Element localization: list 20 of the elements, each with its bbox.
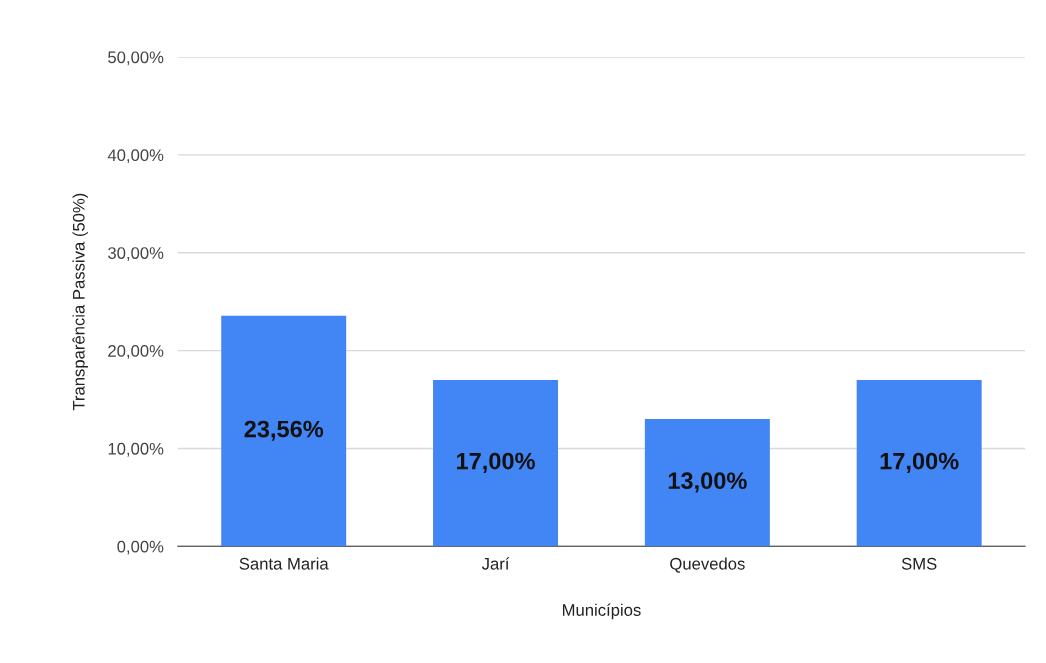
x-tick-label: Santa Maria [239,557,329,570]
data-label: 23,56% [244,420,324,441]
bar [433,379,559,547]
x-tick-label: Jarí [481,557,510,570]
y-tick-label: 40,00% [107,149,164,164]
y-tick-label: 10,00% [108,442,164,457]
x-tick-label: SMS [901,557,937,570]
bar [221,315,347,547]
data-label: 17,00% [880,452,959,473]
x-axis-title: Municípios [562,603,641,620]
y-tick-label: 0,00% [117,540,164,555]
bar [644,419,770,547]
x-tick-label: Quevedos [670,557,745,573]
y-tick-label: 30,00% [108,247,164,261]
y-tick-label: 50,00% [108,51,164,66]
y-tick-label: 20,00% [108,345,164,359]
bar [856,379,982,547]
y-axis-title: Transparência Passiva (50%) [72,193,88,411]
data-label: 17,00% [456,452,535,473]
data-label: 13,00% [668,472,747,493]
